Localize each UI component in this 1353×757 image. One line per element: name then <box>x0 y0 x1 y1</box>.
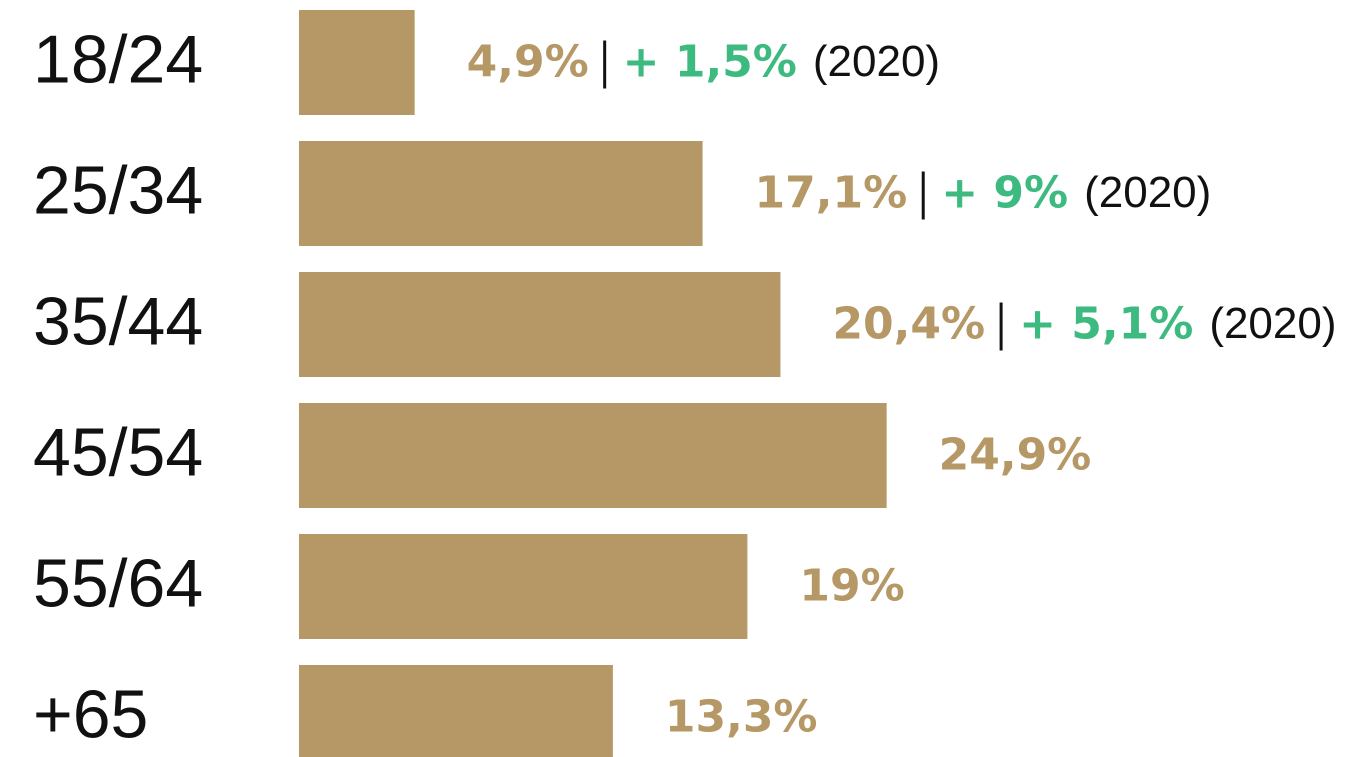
bar <box>299 534 748 639</box>
year-label: (2020) <box>1084 168 1211 217</box>
category-label: 25/34 <box>33 152 203 228</box>
value-label: 13,3% <box>665 692 818 743</box>
value-label: 24,9% <box>939 430 1092 481</box>
category-label: 55/64 <box>33 545 203 621</box>
year-label: (2020) <box>1209 299 1336 348</box>
bar <box>299 272 781 377</box>
category-label: 45/54 <box>33 414 203 490</box>
change-label: + 1,5% <box>623 37 797 88</box>
category-label: 18/24 <box>33 21 203 97</box>
value-label: 19% <box>799 561 904 612</box>
value-label: 20,4% <box>832 299 985 350</box>
bar <box>299 10 415 115</box>
bar <box>299 665 613 757</box>
category-label: +65 <box>33 676 148 752</box>
category-label: 35/44 <box>33 283 203 359</box>
change-label: + 9% <box>941 168 1068 219</box>
year-label: (2020) <box>813 37 940 86</box>
bar <box>299 141 703 246</box>
value-label: 17,1% <box>755 168 908 219</box>
change-label: + 5,1% <box>1019 299 1193 350</box>
value-label: 4,9% <box>467 37 589 88</box>
bar <box>299 403 887 508</box>
